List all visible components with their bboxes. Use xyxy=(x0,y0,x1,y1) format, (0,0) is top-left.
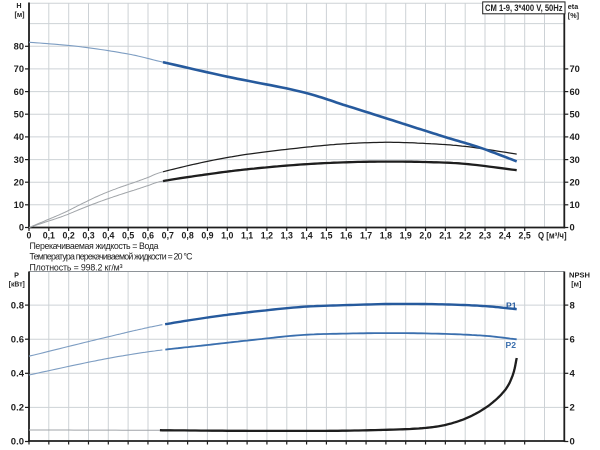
svg-text:1,1: 1,1 xyxy=(241,231,253,241)
svg-text:Q [м³/ч]: Q [м³/ч] xyxy=(538,231,567,241)
svg-text:NPSH: NPSH xyxy=(569,271,590,280)
svg-text:1,6: 1,6 xyxy=(340,231,352,241)
svg-text:Перекачиваемая жидкость = Вода: Перекачиваемая жидкость = Вода xyxy=(30,241,159,251)
svg-text:0.0: 0.0 xyxy=(11,437,24,448)
svg-text:0: 0 xyxy=(27,231,32,241)
svg-text:2,0: 2,0 xyxy=(419,231,431,241)
svg-text:70: 70 xyxy=(570,64,580,74)
svg-text:0,7: 0,7 xyxy=(162,231,174,241)
svg-text:1,4: 1,4 xyxy=(300,231,312,241)
svg-text:Плотность = 998.2 кг/м³: Плотность = 998.2 кг/м³ xyxy=(30,262,123,272)
svg-text:[м]: [м] xyxy=(571,280,581,289)
svg-text:1,8: 1,8 xyxy=(380,231,392,241)
svg-text:0: 0 xyxy=(570,437,575,448)
svg-text:1,5: 1,5 xyxy=(320,231,332,241)
svg-text:60: 60 xyxy=(570,87,580,97)
svg-text:30: 30 xyxy=(14,155,24,165)
svg-text:P: P xyxy=(14,271,19,280)
svg-text:0.8: 0.8 xyxy=(11,300,24,311)
svg-text:[м]: [м] xyxy=(14,10,24,19)
svg-text:70: 70 xyxy=(14,64,24,74)
svg-text:10: 10 xyxy=(570,200,580,210)
svg-text:1,3: 1,3 xyxy=(281,231,293,241)
svg-text:0.4: 0.4 xyxy=(11,369,25,380)
svg-text:2,1: 2,1 xyxy=(439,231,451,241)
svg-text:0,3: 0,3 xyxy=(82,231,94,241)
svg-text:1,0: 1,0 xyxy=(221,231,233,241)
svg-text:0,6: 0,6 xyxy=(142,231,154,241)
svg-text:6: 6 xyxy=(570,334,575,345)
svg-text:4: 4 xyxy=(570,369,576,380)
svg-text:30: 30 xyxy=(570,155,580,165)
svg-text:0.2: 0.2 xyxy=(11,403,24,414)
svg-text:20: 20 xyxy=(570,177,580,187)
svg-text:2,4: 2,4 xyxy=(499,231,511,241)
svg-text:eta: eta xyxy=(568,2,579,11)
svg-text:2,2: 2,2 xyxy=(459,231,471,241)
svg-text:H: H xyxy=(16,1,21,10)
svg-text:Температура перекачиваемой жид: Температура перекачиваемой жидкости = 20… xyxy=(30,252,194,262)
svg-text:0.6: 0.6 xyxy=(11,334,24,345)
svg-text:2,5: 2,5 xyxy=(519,231,531,241)
svg-text:2,3: 2,3 xyxy=(479,231,491,241)
svg-text:P1: P1 xyxy=(506,300,517,310)
svg-text:50: 50 xyxy=(14,110,24,120)
svg-text:40: 40 xyxy=(570,132,580,142)
svg-text:60: 60 xyxy=(14,87,24,97)
svg-text:8: 8 xyxy=(570,300,575,311)
svg-text:0: 0 xyxy=(19,223,24,233)
svg-text:[%]: [%] xyxy=(568,11,579,20)
svg-text:0: 0 xyxy=(570,223,575,233)
svg-text:CM 1-9, 3*400 V, 50Hz: CM 1-9, 3*400 V, 50Hz xyxy=(485,3,563,13)
svg-text:10: 10 xyxy=(14,200,24,210)
svg-text:40: 40 xyxy=(14,132,24,142)
svg-text:0,9: 0,9 xyxy=(201,231,213,241)
svg-text:0,2: 0,2 xyxy=(63,231,75,241)
svg-text:2: 2 xyxy=(570,403,575,414)
svg-text:50: 50 xyxy=(570,110,580,120)
svg-text:1,7: 1,7 xyxy=(360,231,372,241)
svg-text:1,9: 1,9 xyxy=(400,231,412,241)
svg-text:0,1: 0,1 xyxy=(43,231,55,241)
svg-text:80: 80 xyxy=(14,42,24,52)
svg-text:0,5: 0,5 xyxy=(122,231,134,241)
svg-text:1,2: 1,2 xyxy=(261,231,273,241)
svg-text:0,8: 0,8 xyxy=(182,231,194,241)
svg-text:P2: P2 xyxy=(506,340,517,350)
svg-text:[кВт]: [кВт] xyxy=(9,279,25,288)
svg-text:20: 20 xyxy=(14,177,24,187)
svg-text:0,4: 0,4 xyxy=(102,231,114,241)
